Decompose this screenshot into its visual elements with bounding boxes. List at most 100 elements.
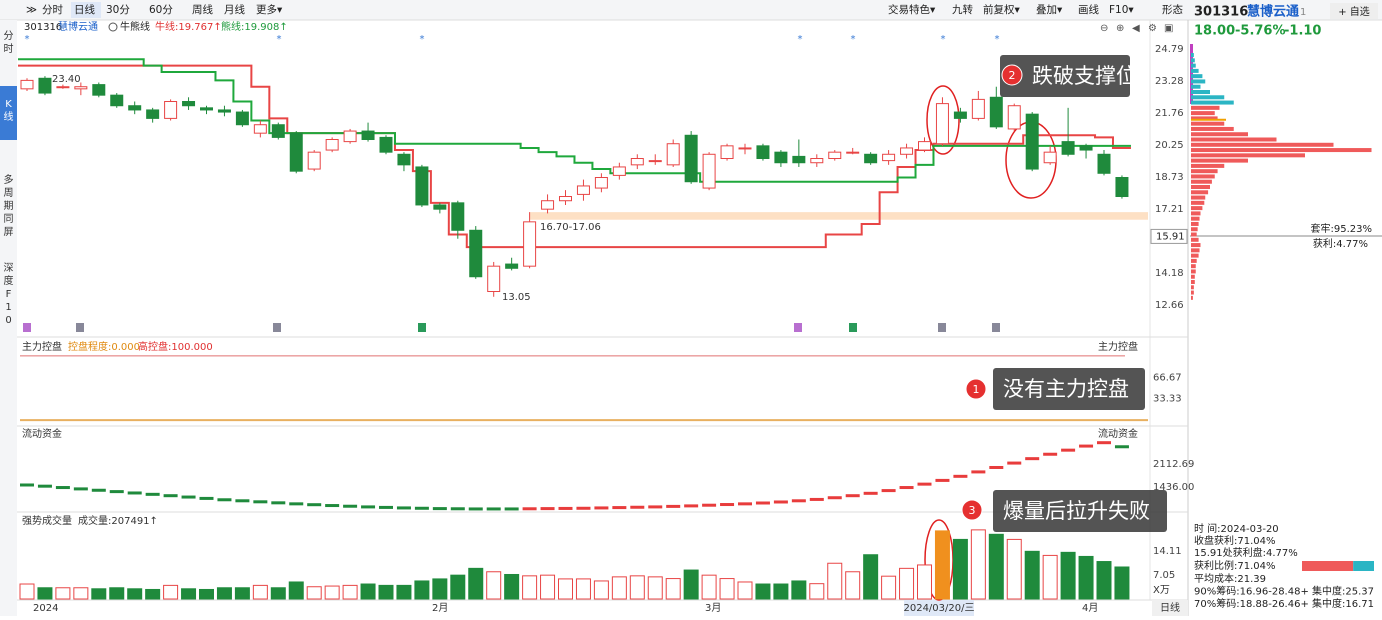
event-marker: * bbox=[25, 34, 30, 45]
sidebar-item[interactable]: 深度 F 1 0 bbox=[4, 262, 14, 326]
date-box bbox=[904, 600, 974, 616]
ratio-label: 获利比例:71.04% bbox=[1194, 559, 1276, 572]
tool[interactable]: 前复权▾ bbox=[983, 3, 1020, 16]
candle-body bbox=[361, 130, 375, 141]
flow-dash bbox=[863, 491, 878, 495]
chip-bar bbox=[1191, 195, 1206, 200]
callout-box bbox=[1000, 55, 1130, 97]
callout-text: 没有主力控盘 bbox=[1003, 377, 1129, 401]
candle-body bbox=[146, 109, 160, 119]
tab[interactable]: 30分 bbox=[106, 4, 130, 16]
chart-icon[interactable]: ▣ bbox=[1164, 23, 1173, 34]
event-marker: * bbox=[941, 34, 946, 45]
candle-body bbox=[630, 158, 644, 166]
volume-bar bbox=[91, 588, 107, 600]
tool[interactable]: 形态 bbox=[1162, 3, 1184, 16]
selected-date: 2024/03/20/三 bbox=[903, 603, 974, 614]
event-icon[interactable] bbox=[418, 323, 426, 332]
volume-bar bbox=[216, 587, 232, 600]
tab[interactable]: 更多▾ bbox=[256, 3, 283, 16]
candle-body bbox=[1097, 153, 1111, 174]
tool[interactable]: 交易特色▾ bbox=[888, 3, 936, 16]
event-icon[interactable] bbox=[992, 323, 1000, 332]
profit-label: 获利:4.77% bbox=[1313, 238, 1368, 250]
chip-bar bbox=[1191, 153, 1305, 158]
chip-bar bbox=[1191, 158, 1248, 163]
tab[interactable]: 分时 bbox=[42, 4, 63, 16]
flow-dash bbox=[307, 503, 322, 507]
tab[interactable]: 月线 bbox=[224, 3, 245, 16]
event-icon[interactable] bbox=[273, 323, 281, 332]
candle-body bbox=[487, 265, 501, 293]
chip-bar bbox=[1191, 248, 1200, 253]
volume-bar bbox=[378, 584, 394, 600]
tool[interactable]: 画线 bbox=[1078, 3, 1100, 16]
tab[interactable]: 60分 bbox=[149, 4, 173, 16]
indicator-icon[interactable] bbox=[108, 22, 118, 32]
annotation: 23.40 bbox=[52, 74, 81, 85]
flow-dash bbox=[935, 478, 950, 482]
tool[interactable]: 叠加▾ bbox=[1036, 4, 1063, 16]
volume-bar bbox=[252, 584, 268, 600]
annotation: 13.05 bbox=[502, 292, 531, 303]
candle-body bbox=[953, 111, 967, 119]
candle-body bbox=[900, 147, 914, 155]
period-button[interactable] bbox=[1152, 600, 1188, 616]
control-degree: 控盘程度:0.000 bbox=[68, 340, 140, 353]
bear-label: 熊线:19.908↑ bbox=[221, 20, 288, 33]
volume-bar bbox=[899, 567, 915, 600]
flow-dash bbox=[504, 507, 519, 511]
callout-badge bbox=[1001, 64, 1023, 86]
flow-dash bbox=[181, 495, 196, 499]
candle-body bbox=[469, 229, 483, 278]
tool[interactable]: 九转 bbox=[952, 3, 973, 16]
candle-body bbox=[307, 151, 321, 170]
y-tick-label: 24.79 bbox=[1155, 44, 1184, 55]
flow-dash bbox=[576, 506, 591, 510]
candle-body bbox=[792, 155, 806, 164]
candle-body bbox=[810, 158, 824, 164]
event-icon[interactable] bbox=[849, 323, 857, 332]
flow-dash bbox=[127, 491, 142, 495]
candle-body bbox=[20, 79, 34, 90]
tab[interactable]: 日线 bbox=[74, 3, 95, 16]
flow-dash bbox=[37, 484, 52, 488]
flow-dash bbox=[1061, 448, 1076, 452]
watch-button[interactable] bbox=[1330, 3, 1378, 19]
period[interactable]: 日线 bbox=[1160, 601, 1180, 614]
chart-icon[interactable]: ⚙ bbox=[1148, 23, 1157, 34]
chip-bar bbox=[1191, 148, 1372, 153]
tool[interactable]: F10▾ bbox=[1109, 4, 1134, 16]
flow-dash bbox=[432, 507, 447, 511]
info-line: 收盘获利:71.04% bbox=[1194, 534, 1276, 547]
candle-body bbox=[720, 145, 734, 160]
flow-dash bbox=[217, 498, 232, 502]
event-icon[interactable] bbox=[938, 323, 946, 332]
volume-bar bbox=[863, 554, 879, 600]
flow-dash bbox=[55, 486, 70, 490]
event-marker: * bbox=[995, 34, 1000, 45]
chart-icon[interactable]: ◀ bbox=[1132, 23, 1140, 34]
chip-bar bbox=[1191, 206, 1203, 211]
watch[interactable]: + 自选 bbox=[1338, 5, 1370, 18]
event-icon[interactable] bbox=[794, 323, 802, 332]
candle-body bbox=[559, 196, 572, 202]
event-icon[interactable] bbox=[23, 323, 31, 332]
flow-dash bbox=[271, 501, 286, 505]
volume-bar bbox=[719, 578, 735, 600]
chart-icon[interactable]: ⊖ bbox=[1100, 23, 1108, 34]
expand-icon[interactable]: ≫ bbox=[26, 4, 37, 16]
side-name: 慧博云通 bbox=[1247, 4, 1299, 20]
volume-bar bbox=[19, 583, 35, 600]
flow-dash bbox=[1043, 452, 1058, 456]
event-icon[interactable] bbox=[76, 323, 84, 332]
sidebar-item[interactable]: 分时 bbox=[4, 30, 14, 55]
tab[interactable]: 周线 bbox=[192, 3, 213, 16]
sidebar-item[interactable]: 多周期同屏 bbox=[4, 173, 14, 238]
chart-icon[interactable]: ⊕ bbox=[1116, 23, 1124, 34]
volume-bar bbox=[270, 587, 286, 600]
chip-bar bbox=[1191, 142, 1334, 147]
y-tick-label: 7.05 bbox=[1153, 570, 1175, 581]
candle-body bbox=[541, 200, 555, 210]
